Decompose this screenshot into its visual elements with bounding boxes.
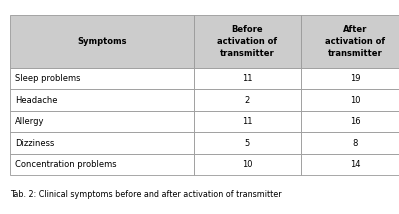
- Text: 10: 10: [350, 96, 360, 105]
- Text: 11: 11: [242, 117, 253, 126]
- Bar: [301, 154, 399, 175]
- Bar: [301, 111, 399, 132]
- Text: 16: 16: [350, 117, 360, 126]
- Bar: [10, 89, 194, 111]
- Bar: [194, 89, 301, 111]
- Text: Concentration problems: Concentration problems: [15, 160, 117, 169]
- Bar: [301, 89, 399, 111]
- Text: Symptoms: Symptoms: [77, 37, 126, 46]
- Text: 11: 11: [242, 74, 253, 83]
- Bar: [10, 68, 194, 89]
- Bar: [10, 154, 194, 175]
- Text: Sleep problems: Sleep problems: [15, 74, 81, 83]
- Bar: [10, 132, 194, 154]
- Text: 5: 5: [245, 139, 250, 148]
- Text: 14: 14: [350, 160, 360, 169]
- Text: 10: 10: [242, 160, 253, 169]
- Text: After
activation of
transmitter: After activation of transmitter: [325, 25, 385, 58]
- Bar: [10, 111, 194, 132]
- Text: 8: 8: [352, 139, 358, 148]
- Text: Tab. 2: Clinical symptoms before and after activation of transmitter: Tab. 2: Clinical symptoms before and aft…: [10, 190, 282, 199]
- Text: 19: 19: [350, 74, 360, 83]
- Bar: [194, 68, 301, 89]
- Text: Before
activation of
transmitter: Before activation of transmitter: [217, 25, 277, 58]
- Bar: [10, 15, 194, 68]
- Bar: [301, 132, 399, 154]
- Bar: [301, 68, 399, 89]
- Bar: [301, 15, 399, 68]
- Bar: [194, 111, 301, 132]
- Text: Headache: Headache: [15, 96, 58, 105]
- Text: 2: 2: [245, 96, 250, 105]
- Bar: [194, 15, 301, 68]
- Bar: [194, 132, 301, 154]
- Text: Allergy: Allergy: [15, 117, 45, 126]
- Bar: [194, 154, 301, 175]
- Text: Dizziness: Dizziness: [15, 139, 55, 148]
